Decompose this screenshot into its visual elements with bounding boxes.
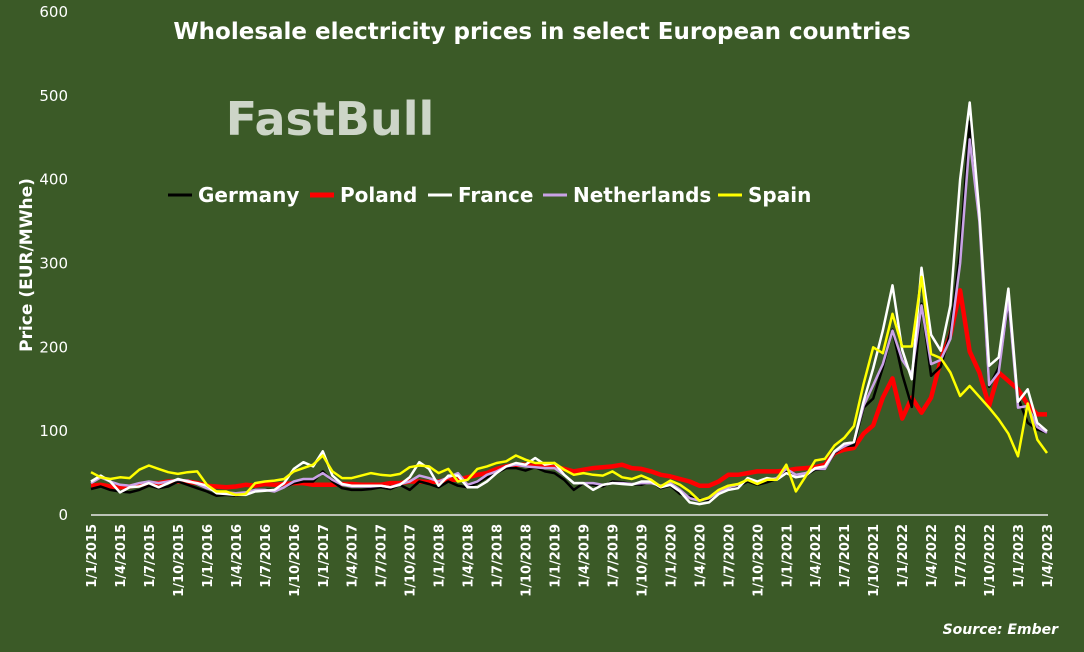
x-tick-label: 1/1/2015 — [85, 524, 100, 588]
legend: Germany Poland France Netherlands Spain — [168, 183, 811, 207]
x-tick-label: 1/7/2022 — [954, 524, 969, 588]
x-tick-label: 1/1/2020 — [664, 524, 679, 588]
x-tick-label: 1/1/2018 — [433, 524, 448, 588]
y-tick-label: 600 — [39, 3, 68, 21]
x-tick-label: 1/10/2016 — [288, 524, 303, 597]
x-tick-label: 1/1/2019 — [549, 524, 564, 588]
x-tick-label: 1/1/2017 — [317, 524, 332, 588]
x-tick-label: 1/10/2018 — [520, 524, 535, 597]
y-tick-label: 200 — [39, 338, 68, 356]
series-line-poland — [90, 288, 1047, 490]
legend-item-france: France — [428, 183, 533, 207]
x-tick-label: 1/1/2016 — [201, 524, 216, 588]
x-tick-label: 1/10/2019 — [635, 524, 650, 597]
x-tick-label: 1/7/2020 — [722, 524, 737, 588]
y-tick-label: 300 — [39, 255, 68, 273]
chart-title: Wholesale electricity prices in select E… — [173, 19, 910, 45]
series-line-france — [90, 101, 1048, 506]
watermark-logo: FastBull — [226, 92, 434, 146]
legend-item-poland: Poland — [310, 183, 417, 207]
x-tick-label: 1/4/2018 — [462, 524, 477, 588]
x-tick-label: 1/10/2022 — [983, 524, 998, 597]
legend-item-spain: Spain — [718, 183, 811, 207]
legend-label: France — [458, 183, 533, 207]
legend-label: Spain — [748, 183, 811, 207]
x-tick-label: 1/1/2021 — [780, 524, 795, 588]
x-tick-label: 1/7/2015 — [143, 524, 158, 588]
x-tick-label: 1/4/2021 — [809, 524, 824, 588]
legend-label: Germany — [198, 183, 299, 207]
y-tick-label: 500 — [39, 87, 68, 105]
y-tick-label: 0 — [58, 506, 68, 524]
x-tick-label: 1/10/2017 — [404, 524, 419, 597]
x-tick-label: 1/10/2020 — [751, 524, 766, 597]
legend-label: Poland — [340, 183, 417, 207]
legend-item-germany: Germany — [168, 183, 299, 207]
x-tick-label: 1/7/2018 — [491, 524, 506, 588]
x-tick-label: 1/7/2019 — [606, 524, 621, 588]
x-tick-label: 1/4/2023 — [1041, 524, 1056, 588]
x-tick-label: 1/7/2021 — [838, 524, 853, 588]
x-tick-label: 1/4/2016 — [230, 524, 245, 588]
x-tick-label: 1/4/2015 — [114, 524, 129, 588]
x-tick-label: 1/7/2016 — [259, 524, 274, 588]
x-tick-label: 1/4/2017 — [346, 524, 361, 588]
source-note: Source: Ember — [943, 622, 1060, 638]
y-axis-label: Price (EUR/MWhe) — [17, 178, 37, 352]
legend-label: Netherlands — [573, 183, 711, 207]
x-tick-label: 1/1/2023 — [1012, 524, 1027, 588]
y-tick-label: 400 — [39, 171, 68, 189]
series-line-spain — [90, 275, 1049, 502]
series-line-germany — [90, 120, 1048, 502]
y-tick-label: 100 — [39, 422, 68, 440]
x-tick-label: 1/10/2015 — [172, 524, 187, 597]
x-tick-label: 1/4/2019 — [577, 524, 592, 588]
x-tick-label: 1/4/2020 — [693, 524, 708, 588]
x-tick-label: 1/1/2022 — [896, 524, 911, 588]
x-tick-label: 1/4/2022 — [925, 524, 940, 588]
x-tick-label: 1/7/2017 — [375, 524, 390, 588]
x-tick-label: 1/10/2021 — [867, 524, 882, 597]
legend-item-netherlands: Netherlands — [543, 183, 711, 207]
